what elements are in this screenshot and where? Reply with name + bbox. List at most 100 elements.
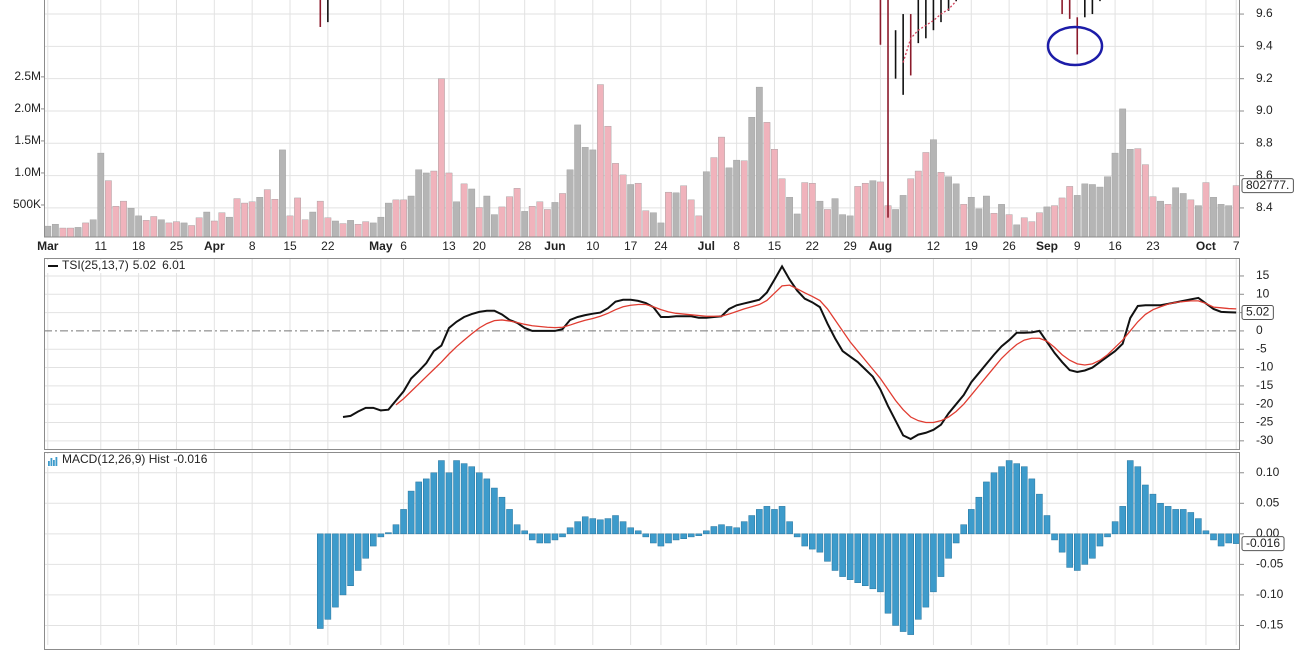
histogram-bar — [1058, 533, 1066, 553]
volume-bar — [634, 182, 642, 237]
histogram-bar — [1051, 533, 1058, 541]
histogram-bar — [528, 533, 536, 541]
histogram-bar — [778, 506, 786, 535]
histogram-bar — [377, 533, 385, 538]
x-tick-label: Jun — [544, 239, 565, 253]
y-tick-label: 0.10 — [1256, 465, 1280, 479]
y-tick-label: 8.4 — [1256, 200, 1273, 214]
volume-bar — [1036, 212, 1043, 237]
y-tick-label: -15 — [1256, 378, 1274, 392]
volume-bar — [619, 174, 627, 237]
histogram-bar — [407, 490, 415, 535]
histogram-bar — [468, 466, 475, 535]
label-layer: Mar 11 18 25 Apr 8 15 22 May 6 13 20 28 Jun 10 17 24 Jul 8… — [13, 6, 1294, 632]
histogram-bar — [930, 533, 937, 593]
histogram-bar — [945, 533, 952, 559]
histogram-bar — [680, 533, 687, 539]
histogram-bar — [1036, 493, 1043, 535]
histogram-bar — [846, 533, 854, 580]
x-tick-label: 22 — [321, 239, 335, 253]
histogram-bar — [475, 472, 483, 535]
volume-bar — [362, 221, 370, 237]
volume-bar — [218, 212, 226, 237]
volume-bar — [44, 225, 52, 237]
volume-bar — [1217, 204, 1225, 237]
volume-bar — [1225, 205, 1233, 237]
volume-bar — [1232, 185, 1240, 237]
histogram-bar — [612, 515, 619, 535]
histogram-bar — [544, 533, 551, 544]
volume-tick-label: 2.0M — [14, 101, 41, 115]
x-tick-label: 8 — [733, 239, 740, 253]
histogram-bar — [1013, 463, 1020, 535]
histogram-bar — [1134, 466, 1142, 535]
y-tick-label: 15 — [1256, 268, 1270, 282]
histogram-bar — [892, 533, 899, 626]
histogram-bar — [1195, 518, 1202, 535]
x-tick-label: Oct — [1196, 239, 1216, 253]
volume-bar — [1058, 197, 1066, 237]
volume-bar — [733, 159, 740, 237]
histogram-bar — [619, 521, 627, 535]
histogram-bar — [786, 521, 793, 535]
x-tick-label: 24 — [654, 239, 668, 253]
volume-bar — [180, 222, 188, 237]
histogram-bar — [672, 533, 680, 541]
histogram-bar — [430, 472, 438, 535]
volume-bar — [256, 197, 264, 237]
volume-bar — [975, 208, 983, 237]
histogram-bar — [831, 533, 839, 571]
volume-bar — [1149, 196, 1157, 237]
histogram-bar — [998, 466, 1005, 535]
histogram-bar — [392, 524, 400, 535]
volume-bar — [808, 182, 816, 237]
volume-bar — [1005, 214, 1013, 237]
histogram-bar — [1066, 533, 1073, 568]
histogram-bar — [642, 533, 650, 538]
legend-icon-bar — [53, 460, 55, 466]
last-value-frame — [1241, 305, 1274, 321]
volume-bar — [430, 170, 438, 237]
volume-bar — [188, 225, 195, 237]
histogram-bar — [506, 509, 513, 535]
volume-bar — [1157, 200, 1164, 237]
volume-bar — [1043, 206, 1051, 237]
volume-bar — [1096, 186, 1104, 237]
histogram-bar — [922, 533, 930, 608]
volume-bar — [339, 223, 347, 237]
volume-bar — [824, 209, 831, 237]
volume-bar — [475, 207, 483, 237]
volume-bar — [672, 192, 680, 237]
volume-bar — [907, 178, 915, 237]
volume-bar — [589, 149, 597, 237]
histogram-bar — [324, 533, 332, 620]
volume-bar — [877, 181, 884, 237]
volume-bar — [1194, 205, 1202, 237]
tsi-panel-frame — [44, 258, 1240, 450]
histogram-bar — [1210, 533, 1217, 541]
volume-bar — [415, 169, 423, 237]
last-value-label: -0.016 — [1246, 536, 1280, 550]
volume-bar — [1028, 221, 1036, 237]
tsi-line — [342, 264, 1237, 441]
y-tick-label: -0.15 — [1256, 618, 1284, 632]
price-bars — [319, 0, 1101, 218]
histogram-bar — [1187, 512, 1195, 535]
volume-bar — [960, 204, 968, 237]
volume-bar — [839, 214, 846, 237]
volume-bar — [846, 215, 854, 237]
last-value-box: 5.02 — [1241, 305, 1274, 321]
histogram-bar — [634, 530, 642, 535]
x-tick-label: Sep — [1036, 239, 1058, 253]
histogram-bar — [756, 509, 763, 535]
volume-bar — [59, 227, 67, 237]
y-tick-label: 8.8 — [1256, 135, 1273, 149]
volume-bar — [241, 202, 248, 237]
volume-bar — [165, 222, 173, 237]
y-tick-label: 9.0 — [1256, 103, 1273, 117]
volume-bar — [1142, 164, 1149, 237]
histogram-bar — [362, 533, 369, 559]
histogram-bar — [604, 518, 612, 535]
histogram-bar — [415, 481, 422, 535]
